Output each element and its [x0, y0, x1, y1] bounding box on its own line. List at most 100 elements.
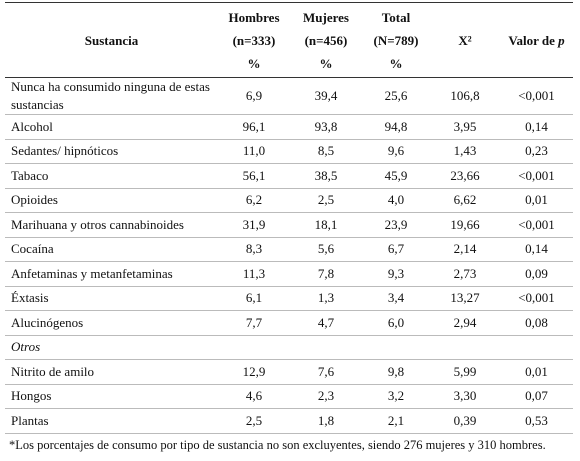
- value-cell: 8,3: [218, 237, 290, 262]
- value-cell: 0,39: [430, 408, 500, 434]
- value-cell: 4,0: [362, 188, 430, 213]
- value-cell: 0,01: [500, 359, 573, 385]
- substance-cell: Plantas: [5, 408, 218, 434]
- value-cell: 94,8: [362, 114, 430, 140]
- value-cell: 2,5: [218, 408, 290, 434]
- substance-cell: Anfetaminas y metanfetaminas: [5, 261, 218, 287]
- value-cell: <0,001: [500, 77, 573, 115]
- header-text: X²: [458, 32, 472, 48]
- table-row: Nunca ha consumido ninguna de estas sust…: [5, 77, 573, 115]
- value-cell: 7,8: [290, 261, 362, 287]
- value-cell: 25,6: [362, 77, 430, 115]
- header-text: Total: [381, 9, 411, 25]
- value-cell: 6,9: [218, 77, 290, 115]
- value-cell: 0,53: [500, 408, 573, 434]
- value-cell: 45,9: [362, 163, 430, 189]
- header-text: (n=333): [232, 32, 276, 48]
- value-cell: 5,99: [430, 359, 500, 385]
- header-cell: Total (N=789)%: [362, 2, 430, 78]
- table-row: Alucinógenos 7,7 4,7 6,0 2,94 0,08: [5, 310, 573, 336]
- value-cell: 6,0: [362, 310, 430, 336]
- value-cell: 6,62: [430, 188, 500, 213]
- value-cell: 2,73: [430, 261, 500, 287]
- footnote: *Los porcentajes de consumo por tipo de …: [5, 432, 573, 456]
- value-cell: 93,8: [290, 114, 362, 140]
- value-cell: 96,1: [218, 114, 290, 140]
- value-cell: 2,5: [290, 188, 362, 213]
- header-cell: X²: [430, 2, 500, 78]
- substance-cell: Sedantes/ hipnóticos: [5, 139, 218, 164]
- table-row: Éxtasis 6,1 1,3 3,4 13,27 <0,001: [5, 286, 573, 311]
- footnote-row: *Los porcentajes de consumo por tipo de …: [5, 432, 573, 456]
- value-cell: 6,1: [218, 286, 290, 311]
- substance-cell: Marihuana y otros cannabinoides: [5, 212, 218, 238]
- value-cell: 0,14: [500, 237, 573, 262]
- header-cell: Sustancia: [5, 2, 218, 78]
- header-cell: Hombres (n=333)%: [218, 2, 290, 78]
- value-cell: 2,14: [430, 237, 500, 262]
- value-cell: <0,001: [500, 286, 573, 311]
- value-cell: 38,5: [290, 163, 362, 189]
- table-row: Hongos 4,6 2,3 3,2 3,30 0,07: [5, 384, 573, 409]
- header-text: Mujeres: [303, 9, 349, 25]
- value-cell: 0,07: [500, 384, 573, 409]
- value-cell: 2,3: [290, 384, 362, 409]
- value-cell: 13,27: [430, 286, 500, 311]
- header-text: (N=789): [373, 32, 419, 48]
- value-cell: 31,9: [218, 212, 290, 238]
- header-text: %: [319, 55, 333, 71]
- value-cell: 39,4: [290, 77, 362, 115]
- value-cell: 11,3: [218, 261, 290, 287]
- value-cell: 3,95: [430, 114, 500, 140]
- substance-cell: Opioides: [5, 188, 218, 213]
- value-cell: 2,1: [362, 408, 430, 434]
- value-cell: 7,6: [290, 359, 362, 385]
- value-cell: 3,2: [362, 384, 430, 409]
- value-cell: <0,001: [500, 163, 573, 189]
- table-row: Alcohol 96,1 93,8 94,8 3,95 0,14: [5, 114, 573, 140]
- header-row: Sustancia Hombres (n=333)% Mujeres (n=456)% T…: [5, 2, 573, 78]
- data-table: Sustancia Hombres (n=333)% Mujeres (n=456)% T…: [5, 2, 573, 456]
- value-cell: 23,9: [362, 212, 430, 238]
- table-row: Plantas 2,5 1,8 2,1 0,39 0,53: [5, 408, 573, 434]
- value-cell: 5,6: [290, 237, 362, 262]
- value-cell: 9,3: [362, 261, 430, 287]
- table-row: Opioides 6,2 2,5 4,0 6,62 0,01: [5, 188, 573, 213]
- table-row: Nitrito de amilo 12,9 7,6 9,8 5,99 0,01: [5, 359, 573, 385]
- value-cell: 4,7: [290, 310, 362, 336]
- substance-cell: Alucinógenos: [5, 310, 218, 336]
- value-cell: 23,66: [430, 163, 500, 189]
- substance-cell: Éxtasis: [5, 286, 218, 311]
- value-cell: 6,7: [362, 237, 430, 262]
- table-row: Tabaco 56,1 38,5 45,9 23,66 <0,001: [5, 163, 573, 189]
- substance-cell: Tabaco: [5, 163, 218, 189]
- table-body: Nunca ha consumido ninguna de estas sust…: [5, 77, 573, 456]
- value-cell: 19,66: [430, 212, 500, 238]
- value-cell: 9,8: [362, 359, 430, 385]
- value-cell: 0,01: [500, 188, 573, 213]
- value-cell: 8,5: [290, 139, 362, 164]
- header-text: Valor de: [508, 32, 559, 48]
- table-row: Otros: [5, 335, 573, 360]
- value-cell: 0,23: [500, 139, 573, 164]
- table-row: Cocaína 8,3 5,6 6,7 2,14 0,14: [5, 237, 573, 262]
- table-row: Sedantes/ hipnóticos 11,0 8,5 9,6 1,43 0,23: [5, 139, 573, 164]
- header-text: %: [247, 55, 261, 71]
- value-cell: 18,1: [290, 212, 362, 238]
- table-row: Anfetaminas y metanfetaminas 11,3 7,8 9,3 2,…: [5, 261, 573, 287]
- value-cell: 0,09: [500, 261, 573, 287]
- header-text: Hombres: [228, 9, 280, 25]
- substance-cell: Hongos: [5, 384, 218, 409]
- value-cell: 3,4: [362, 286, 430, 311]
- header-text: (n=456): [304, 32, 348, 48]
- value-cell: 56,1: [218, 163, 290, 189]
- value-cell: 2,94: [430, 310, 500, 336]
- header-text: %: [389, 55, 403, 71]
- value-cell: 0,08: [500, 310, 573, 336]
- substance-cell: Alcohol: [5, 114, 218, 140]
- header-text: p: [558, 32, 565, 48]
- substance-cell: Cocaína: [5, 237, 218, 262]
- value-cell: <0,001: [500, 212, 573, 238]
- value-cell: 4,6: [218, 384, 290, 409]
